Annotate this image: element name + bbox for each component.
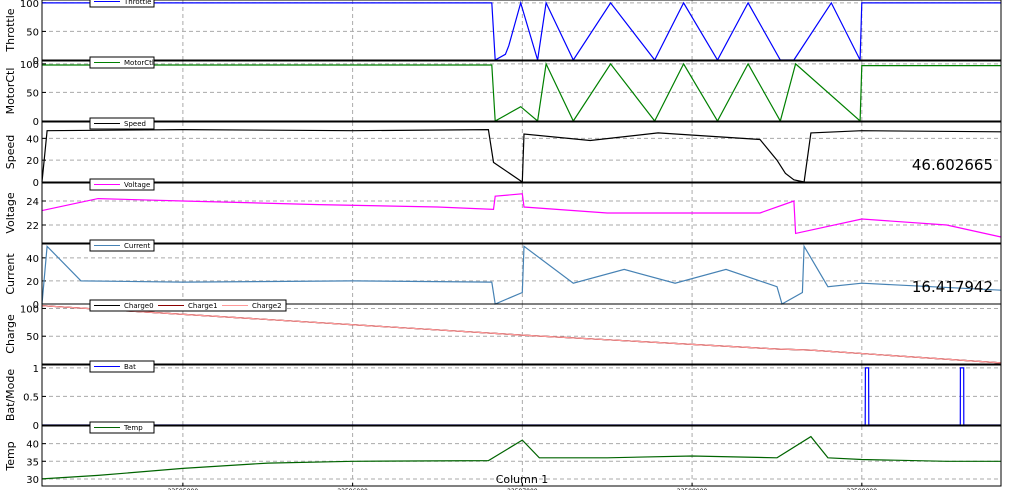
series-line-throttle bbox=[42, 0, 1001, 62]
legend-label: Bat bbox=[124, 363, 136, 371]
legend-box bbox=[89, 178, 155, 191]
y-tick-label: 40 bbox=[26, 440, 39, 451]
value-annotation: 46.602665 bbox=[912, 156, 993, 174]
y-tick-label: 100 bbox=[20, 0, 39, 10]
y-axis-label: MotorCtl bbox=[4, 68, 17, 115]
legend-box bbox=[89, 421, 155, 434]
legend: MotorCtl bbox=[89, 56, 155, 69]
y-axis-label: Current bbox=[4, 253, 17, 295]
legend-box bbox=[89, 239, 155, 252]
y-tick-label: 20 bbox=[26, 277, 39, 288]
y-tick-label: 0 bbox=[33, 178, 39, 189]
plot-frame bbox=[41, 121, 1002, 183]
y-tick-label: 100 bbox=[20, 60, 39, 71]
y-tick-label: 50 bbox=[26, 27, 39, 38]
value-annotation: 16.417942 bbox=[912, 278, 993, 296]
legend-label: Throttle bbox=[123, 0, 151, 6]
y-axis-label: Temp bbox=[4, 441, 17, 471]
y-axis-label: Bat/Mode bbox=[4, 369, 17, 422]
legend: Current bbox=[89, 239, 155, 252]
y-tick-label: 0 bbox=[33, 421, 39, 432]
legend-box bbox=[89, 360, 155, 373]
legend: Speed bbox=[89, 117, 155, 130]
y-axis-label: Throttle bbox=[4, 8, 17, 52]
y-tick-label: 0 bbox=[33, 56, 39, 67]
y-tick-label: 40 bbox=[26, 134, 39, 145]
plot-frame bbox=[41, 60, 1002, 122]
series-line-current bbox=[41, 244, 1002, 305]
legend-label: Temp bbox=[123, 424, 143, 432]
series-line-charge2 bbox=[41, 305, 1002, 364]
legend-label: Charge1 bbox=[188, 302, 218, 310]
plot-frame bbox=[41, 243, 1002, 305]
x-tick-label: 23598000 bbox=[677, 488, 708, 490]
legend-label: Speed bbox=[124, 120, 146, 128]
legend: Voltage bbox=[89, 178, 155, 191]
plot-frame bbox=[41, 425, 1002, 487]
plot-frame bbox=[41, 0, 1002, 61]
x-tick-label: 23599000 bbox=[847, 488, 878, 490]
legend-label: Charge2 bbox=[252, 302, 282, 310]
legend-box bbox=[89, 0, 155, 8]
x-axis: 23595000 23596000 23597000 23598000 23599000 bbox=[168, 483, 878, 490]
series-line-speed bbox=[41, 128, 1002, 184]
y-tick-label: 0.5 bbox=[23, 392, 39, 403]
y-axis-label: Charge bbox=[4, 314, 17, 354]
y-axis-label: Speed bbox=[4, 135, 17, 169]
legend: Charge0 Charge1 Charge2 bbox=[89, 299, 287, 312]
y-tick-label: 1 bbox=[33, 364, 39, 375]
y-tick-label: 50 bbox=[26, 88, 39, 99]
series-line-voltage bbox=[41, 193, 1002, 238]
legend-label: MotorCtl bbox=[124, 59, 154, 67]
panel-2: 0 20 40 Speed Speed 46.602665 bbox=[4, 117, 1002, 189]
legend-label: Current bbox=[124, 242, 151, 250]
y-axis-label: Voltage bbox=[4, 192, 17, 233]
legend-box bbox=[89, 299, 287, 312]
y-tick-label: 22 bbox=[26, 221, 39, 232]
x-axis-label: Column 1 bbox=[496, 473, 549, 486]
plot-frame bbox=[41, 364, 1002, 426]
chart-panels: 050100ThrottleThrottle050100MotorCtlMoto… bbox=[4, 0, 1002, 487]
y-tick-label: 0 bbox=[33, 300, 39, 311]
x-tick-label: 23596000 bbox=[337, 488, 368, 490]
panel-7: 30 35 40 Temp Temp bbox=[4, 421, 1002, 487]
y-tick-label: 100 bbox=[20, 304, 39, 315]
y-tick-label: 20 bbox=[26, 156, 39, 167]
plot-frame bbox=[41, 303, 1002, 365]
x-tick-label: 23597000 bbox=[507, 488, 538, 490]
panel-3: 22 24 Voltage Voltage bbox=[4, 178, 1002, 244]
legend: Bat bbox=[89, 360, 155, 373]
plot-frame bbox=[41, 182, 1002, 244]
legend-label: Charge0 bbox=[124, 302, 154, 310]
y-tick-label: 50 bbox=[26, 332, 39, 343]
y-tick-label: 30 bbox=[26, 475, 39, 486]
legend-box bbox=[89, 56, 155, 69]
panel-6: 0 0.5 1 Bat/Mode Bat bbox=[4, 360, 1002, 432]
series-line-temp bbox=[41, 435, 1001, 480]
y-tick-label: 40 bbox=[26, 254, 39, 265]
y-tick-label: 0 bbox=[33, 117, 39, 128]
y-tick-label: 35 bbox=[26, 457, 39, 468]
legend: Temp bbox=[89, 421, 155, 434]
legend-box bbox=[89, 117, 155, 130]
x-tick-label: 23595000 bbox=[168, 488, 199, 490]
legend-label: Voltage bbox=[124, 181, 150, 189]
legend: Throttle bbox=[89, 0, 155, 8]
y-tick-label: 24 bbox=[26, 197, 39, 208]
